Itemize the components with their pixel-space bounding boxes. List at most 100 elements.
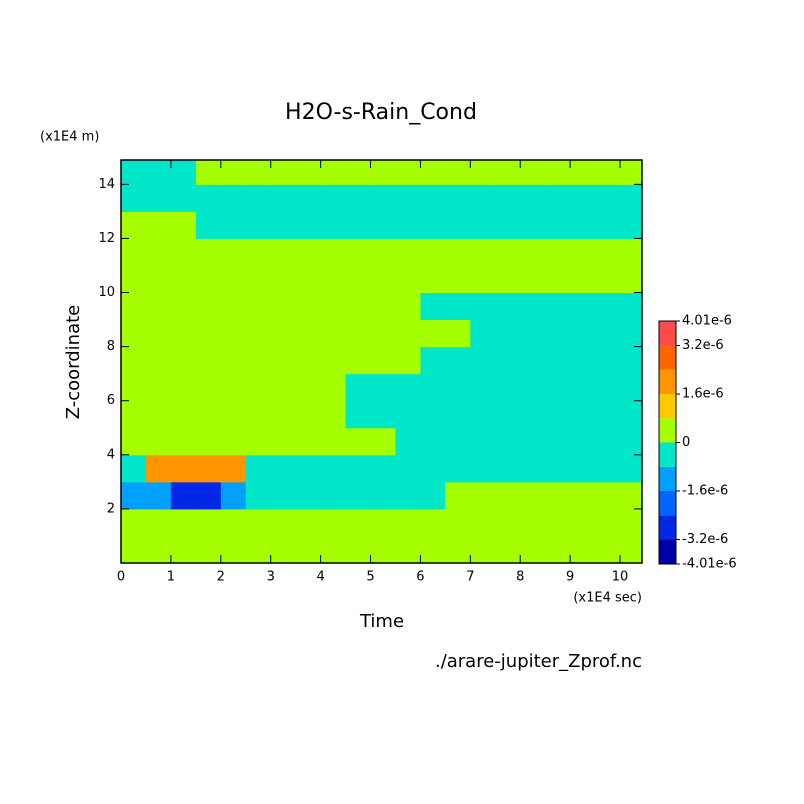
contour-cell xyxy=(370,454,396,483)
contour-cell xyxy=(270,184,297,212)
contour-cell xyxy=(445,427,471,456)
contour-cell xyxy=(345,238,372,266)
contour-cell xyxy=(495,346,521,375)
x-tick-label: 4 xyxy=(316,570,324,585)
contour-cell xyxy=(445,160,471,185)
contour-cell xyxy=(470,238,496,266)
contour-cell xyxy=(345,535,372,564)
contour-cell xyxy=(345,265,372,294)
contour-cell xyxy=(245,160,272,185)
contour-cell xyxy=(370,400,396,429)
contour-cell xyxy=(620,535,643,564)
contour-cell xyxy=(145,319,172,348)
contour-cell xyxy=(145,160,172,185)
contour-cell xyxy=(445,535,471,564)
contour-cell xyxy=(395,508,421,537)
contour-cell xyxy=(270,346,297,375)
contour-cell xyxy=(170,481,197,510)
contour-cell xyxy=(520,400,546,429)
contour-cell xyxy=(495,454,521,483)
contour-cell xyxy=(121,184,147,212)
contour-cell xyxy=(345,160,372,185)
source-file: ./arare-jupiter_Zprof.nc xyxy=(435,651,642,672)
contour-cell xyxy=(545,160,571,185)
contour-cell xyxy=(495,481,521,510)
contour-cell xyxy=(595,346,621,375)
contour-cell xyxy=(345,346,372,375)
contour-cell xyxy=(145,373,172,402)
contour-cell xyxy=(445,319,471,348)
x-axis-label: Time xyxy=(359,611,404,632)
contour-cell xyxy=(320,265,347,294)
contour-cell xyxy=(545,211,571,239)
contour-cell xyxy=(495,508,521,537)
contour-cell xyxy=(220,238,247,266)
contour-cell xyxy=(145,427,172,456)
contour-cell xyxy=(520,508,546,537)
contour-cell xyxy=(595,373,621,402)
contour-cell xyxy=(145,265,172,294)
x-tick-label: 10 xyxy=(612,570,629,585)
contour-cell xyxy=(445,346,471,375)
contour-cell xyxy=(370,535,396,564)
contour-cell xyxy=(320,400,347,429)
y-unit: (x1E4 m) xyxy=(40,130,99,145)
contour-cell xyxy=(320,319,347,348)
contour-cell xyxy=(470,373,496,402)
contour-cell xyxy=(320,454,347,483)
contour-cell xyxy=(620,454,643,483)
contour-cell xyxy=(595,535,621,564)
contour-cell xyxy=(145,292,172,321)
contour-cell xyxy=(595,184,621,212)
contour-cell xyxy=(145,481,172,510)
contour-cell xyxy=(220,481,247,510)
contour-cell xyxy=(570,508,596,537)
contour-cell xyxy=(195,319,222,348)
contour-cell xyxy=(121,481,147,510)
contour-cell xyxy=(395,400,421,429)
contour-cell xyxy=(295,400,322,429)
contour-cell xyxy=(495,184,521,212)
contour-cell xyxy=(420,184,446,212)
contour-cell xyxy=(620,211,643,239)
contour-cell xyxy=(145,211,172,239)
contour-cell xyxy=(370,238,396,266)
colorbar-segment xyxy=(659,515,676,540)
contour-cell xyxy=(245,373,272,402)
contour-cell xyxy=(370,346,396,375)
contour-cell xyxy=(445,400,471,429)
contour-cell xyxy=(121,292,147,321)
contour-cell xyxy=(195,265,222,294)
contour-cell xyxy=(520,481,546,510)
contour-cell xyxy=(370,292,396,321)
contour-cell xyxy=(295,481,322,510)
contour-cell xyxy=(170,160,197,185)
contour-cell xyxy=(170,427,197,456)
contour-cell xyxy=(220,319,247,348)
contour-cell xyxy=(520,454,546,483)
contour-cell xyxy=(620,346,643,375)
colorbar-segment xyxy=(659,345,676,370)
contour-cell xyxy=(545,346,571,375)
x-tick-label: 6 xyxy=(416,570,424,585)
contour-cell xyxy=(345,400,372,429)
contour-cell xyxy=(395,535,421,564)
contour-cell xyxy=(170,265,197,294)
x-tick-label: 7 xyxy=(466,570,474,585)
contour-cell xyxy=(595,427,621,456)
contour-cell xyxy=(370,184,396,212)
contour-cell xyxy=(470,427,496,456)
contour-cell xyxy=(370,427,396,456)
contour-cell xyxy=(470,346,496,375)
contour-cell xyxy=(195,346,222,375)
contour-cell xyxy=(420,211,446,239)
contour-cell xyxy=(620,508,643,537)
contour-cell xyxy=(320,508,347,537)
contour-cell xyxy=(270,400,297,429)
contour-cell xyxy=(520,265,546,294)
contour-cell xyxy=(395,373,421,402)
contour-cell xyxy=(470,160,496,185)
contour-cell xyxy=(195,211,222,239)
contour-cell xyxy=(420,454,446,483)
contour-cell xyxy=(495,238,521,266)
